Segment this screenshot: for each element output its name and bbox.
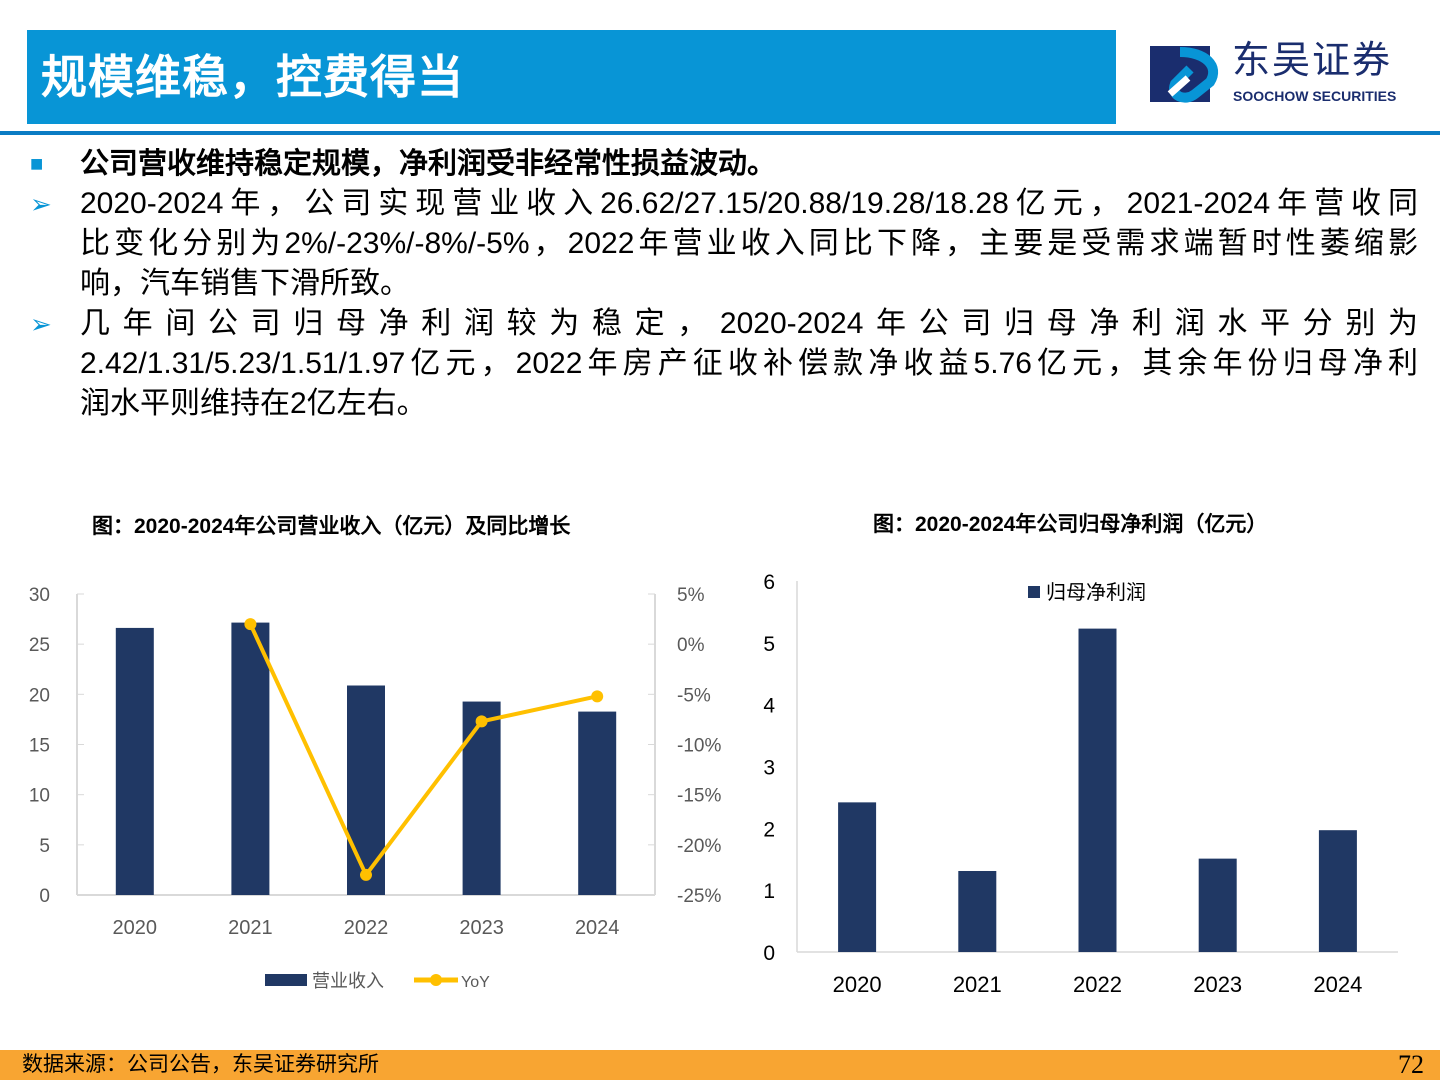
y-tick-label: 30 — [29, 585, 50, 606]
profit-bar — [838, 802, 877, 952]
footer: 数据来源：公司公告，东吴证券研究所 72 — [0, 1050, 1440, 1080]
para1-line: 响，汽车销售下滑所致。 — [80, 267, 410, 300]
profit-bar — [1078, 628, 1117, 952]
legend-swatch — [1028, 586, 1040, 598]
y-tick-label: 25 — [29, 635, 50, 656]
revenue-bar — [347, 685, 385, 895]
revenue-bar — [231, 622, 270, 895]
para1-line: 2020-2024年，公司实现营业收入26.62/27.15/20.88/19.… — [80, 187, 1418, 220]
square-bullet-icon: ■ — [30, 151, 44, 176]
x-tick-label: 2022 — [344, 917, 389, 939]
para1-line: 比变化分别为2%/-23%/-8%/-5%，2022年营业收入同比下降，主要是受… — [80, 227, 1418, 260]
legend-bar-swatch — [265, 974, 307, 986]
x-tick-label: 2023 — [1193, 972, 1242, 997]
page-number: 72 — [1398, 1050, 1424, 1079]
yoy-line — [248, 623, 598, 879]
chart1-title: 图：2020-2024年公司营业收入（亿元）及同比增长 — [92, 515, 571, 538]
y-tick-label: 5 — [39, 836, 50, 857]
yoy-point — [360, 868, 372, 881]
y-tick-label: 6 — [763, 571, 775, 594]
x-tick-label: 2022 — [1073, 972, 1122, 997]
arrow-bullet-icon: ➢ — [30, 309, 52, 339]
para2-line: 润水平则维持在2亿左右。 — [80, 387, 427, 420]
y2-tick-label: -15% — [677, 786, 721, 807]
y2-tick-label: -25% — [677, 886, 721, 907]
y-tick-label: 3 — [763, 757, 775, 780]
y-tick-label: 0 — [39, 886, 50, 907]
x-tick-label: 2024 — [1313, 972, 1362, 997]
x-tick-label: 2023 — [459, 917, 504, 939]
revenue-bar — [115, 627, 154, 895]
chart2-title: 图：2020-2024年公司归母净利润（亿元） — [873, 513, 1268, 536]
y-tick-label: 20 — [29, 685, 50, 706]
yoy-point — [475, 715, 488, 728]
para2-line: 几年间公司归母净利润较为稳定，2020-2024年公司归母净利润水平分别为 — [80, 307, 1418, 340]
y-tick-label: 4 — [763, 695, 775, 718]
y2-tick-label: 0% — [677, 635, 705, 656]
y2-tick-label: -5% — [677, 685, 711, 706]
profit-bar — [958, 870, 997, 952]
y2-tick-label: -20% — [677, 836, 721, 857]
soochow-logo-icon — [1150, 46, 1222, 103]
x-tick-label: 2021 — [953, 972, 1002, 997]
logo-en: SOOCHOW SECURITIES — [1233, 88, 1397, 104]
y-tick-label: 5 — [763, 633, 775, 656]
revenue-bar — [462, 701, 501, 895]
revenue-bar — [578, 711, 617, 895]
logo: 东吴证券 SOOCHOW SECURITIES — [1150, 40, 1430, 112]
y-tick-label: 1 — [763, 880, 775, 903]
heading: 公司营收维持稳定规模，净利润受非经常性损益波动。 — [80, 148, 777, 180]
legend-label: 营业收入 — [312, 971, 384, 991]
logo-cn: 东吴证券 — [1232, 40, 1393, 82]
y2-tick-label: 5% — [677, 585, 705, 606]
profit-bar — [1318, 830, 1357, 952]
divider — [0, 131, 1440, 135]
profit-bar — [1198, 858, 1237, 952]
y-tick-label: 0 — [763, 942, 775, 965]
source-note: 数据来源：公司公告，东吴证券研究所 — [22, 1053, 379, 1076]
legend-label: YoY — [461, 974, 490, 991]
arrow-bullet-icon: ➢ — [30, 189, 52, 219]
y-tick-label: 10 — [29, 786, 50, 807]
x-tick-label: 2021 — [228, 917, 273, 939]
x-tick-label: 2020 — [833, 972, 882, 997]
page-title: 规模维稳，控费得当 — [41, 51, 464, 103]
title-bar: 规模维稳，控费得当 — [27, 30, 1116, 124]
y-tick-label: 2 — [763, 818, 775, 841]
x-tick-label: 2024 — [575, 917, 620, 939]
para2-line: 2.42/1.31/5.23/1.51/1.97亿元，2022年房产征收补偿款净… — [80, 347, 1418, 380]
legend-label: 归母净利润 — [1046, 581, 1146, 604]
y2-tick-label: -10% — [677, 736, 721, 757]
legend-line-marker — [430, 974, 442, 986]
yoy-point — [591, 690, 604, 703]
yoy-point — [244, 618, 257, 631]
y-tick-label: 15 — [29, 736, 50, 757]
x-tick-label: 2020 — [113, 917, 158, 939]
